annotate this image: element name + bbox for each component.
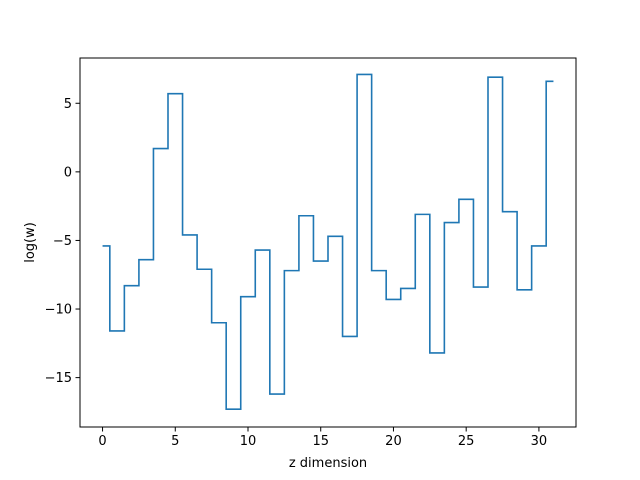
- y-tick-label: −10: [45, 303, 72, 318]
- x-tick-label: 30: [531, 434, 548, 449]
- y-tick-label: −15: [45, 371, 72, 386]
- plot-area: [102, 73, 554, 410]
- axes-frame: [79, 57, 577, 428]
- x-tick-label: 0: [98, 434, 106, 449]
- x-tick-label: 25: [458, 434, 475, 449]
- x-tick-label: 10: [240, 434, 257, 449]
- y-axis-label: log(w): [23, 222, 38, 263]
- y-tick-label: 5: [64, 97, 72, 112]
- series-line: [102, 73, 554, 410]
- y-tick-label: 0: [64, 165, 72, 180]
- x-axis-label: z dimension: [289, 456, 367, 471]
- x-tick-label: 20: [385, 434, 402, 449]
- ticks: 0 5 10 15 20 25 30 −15 −10 −5 0 5: [45, 97, 548, 449]
- x-tick-label: 5: [171, 434, 179, 449]
- y-tick-label: −5: [53, 234, 72, 249]
- x-tick-label: 15: [312, 434, 329, 449]
